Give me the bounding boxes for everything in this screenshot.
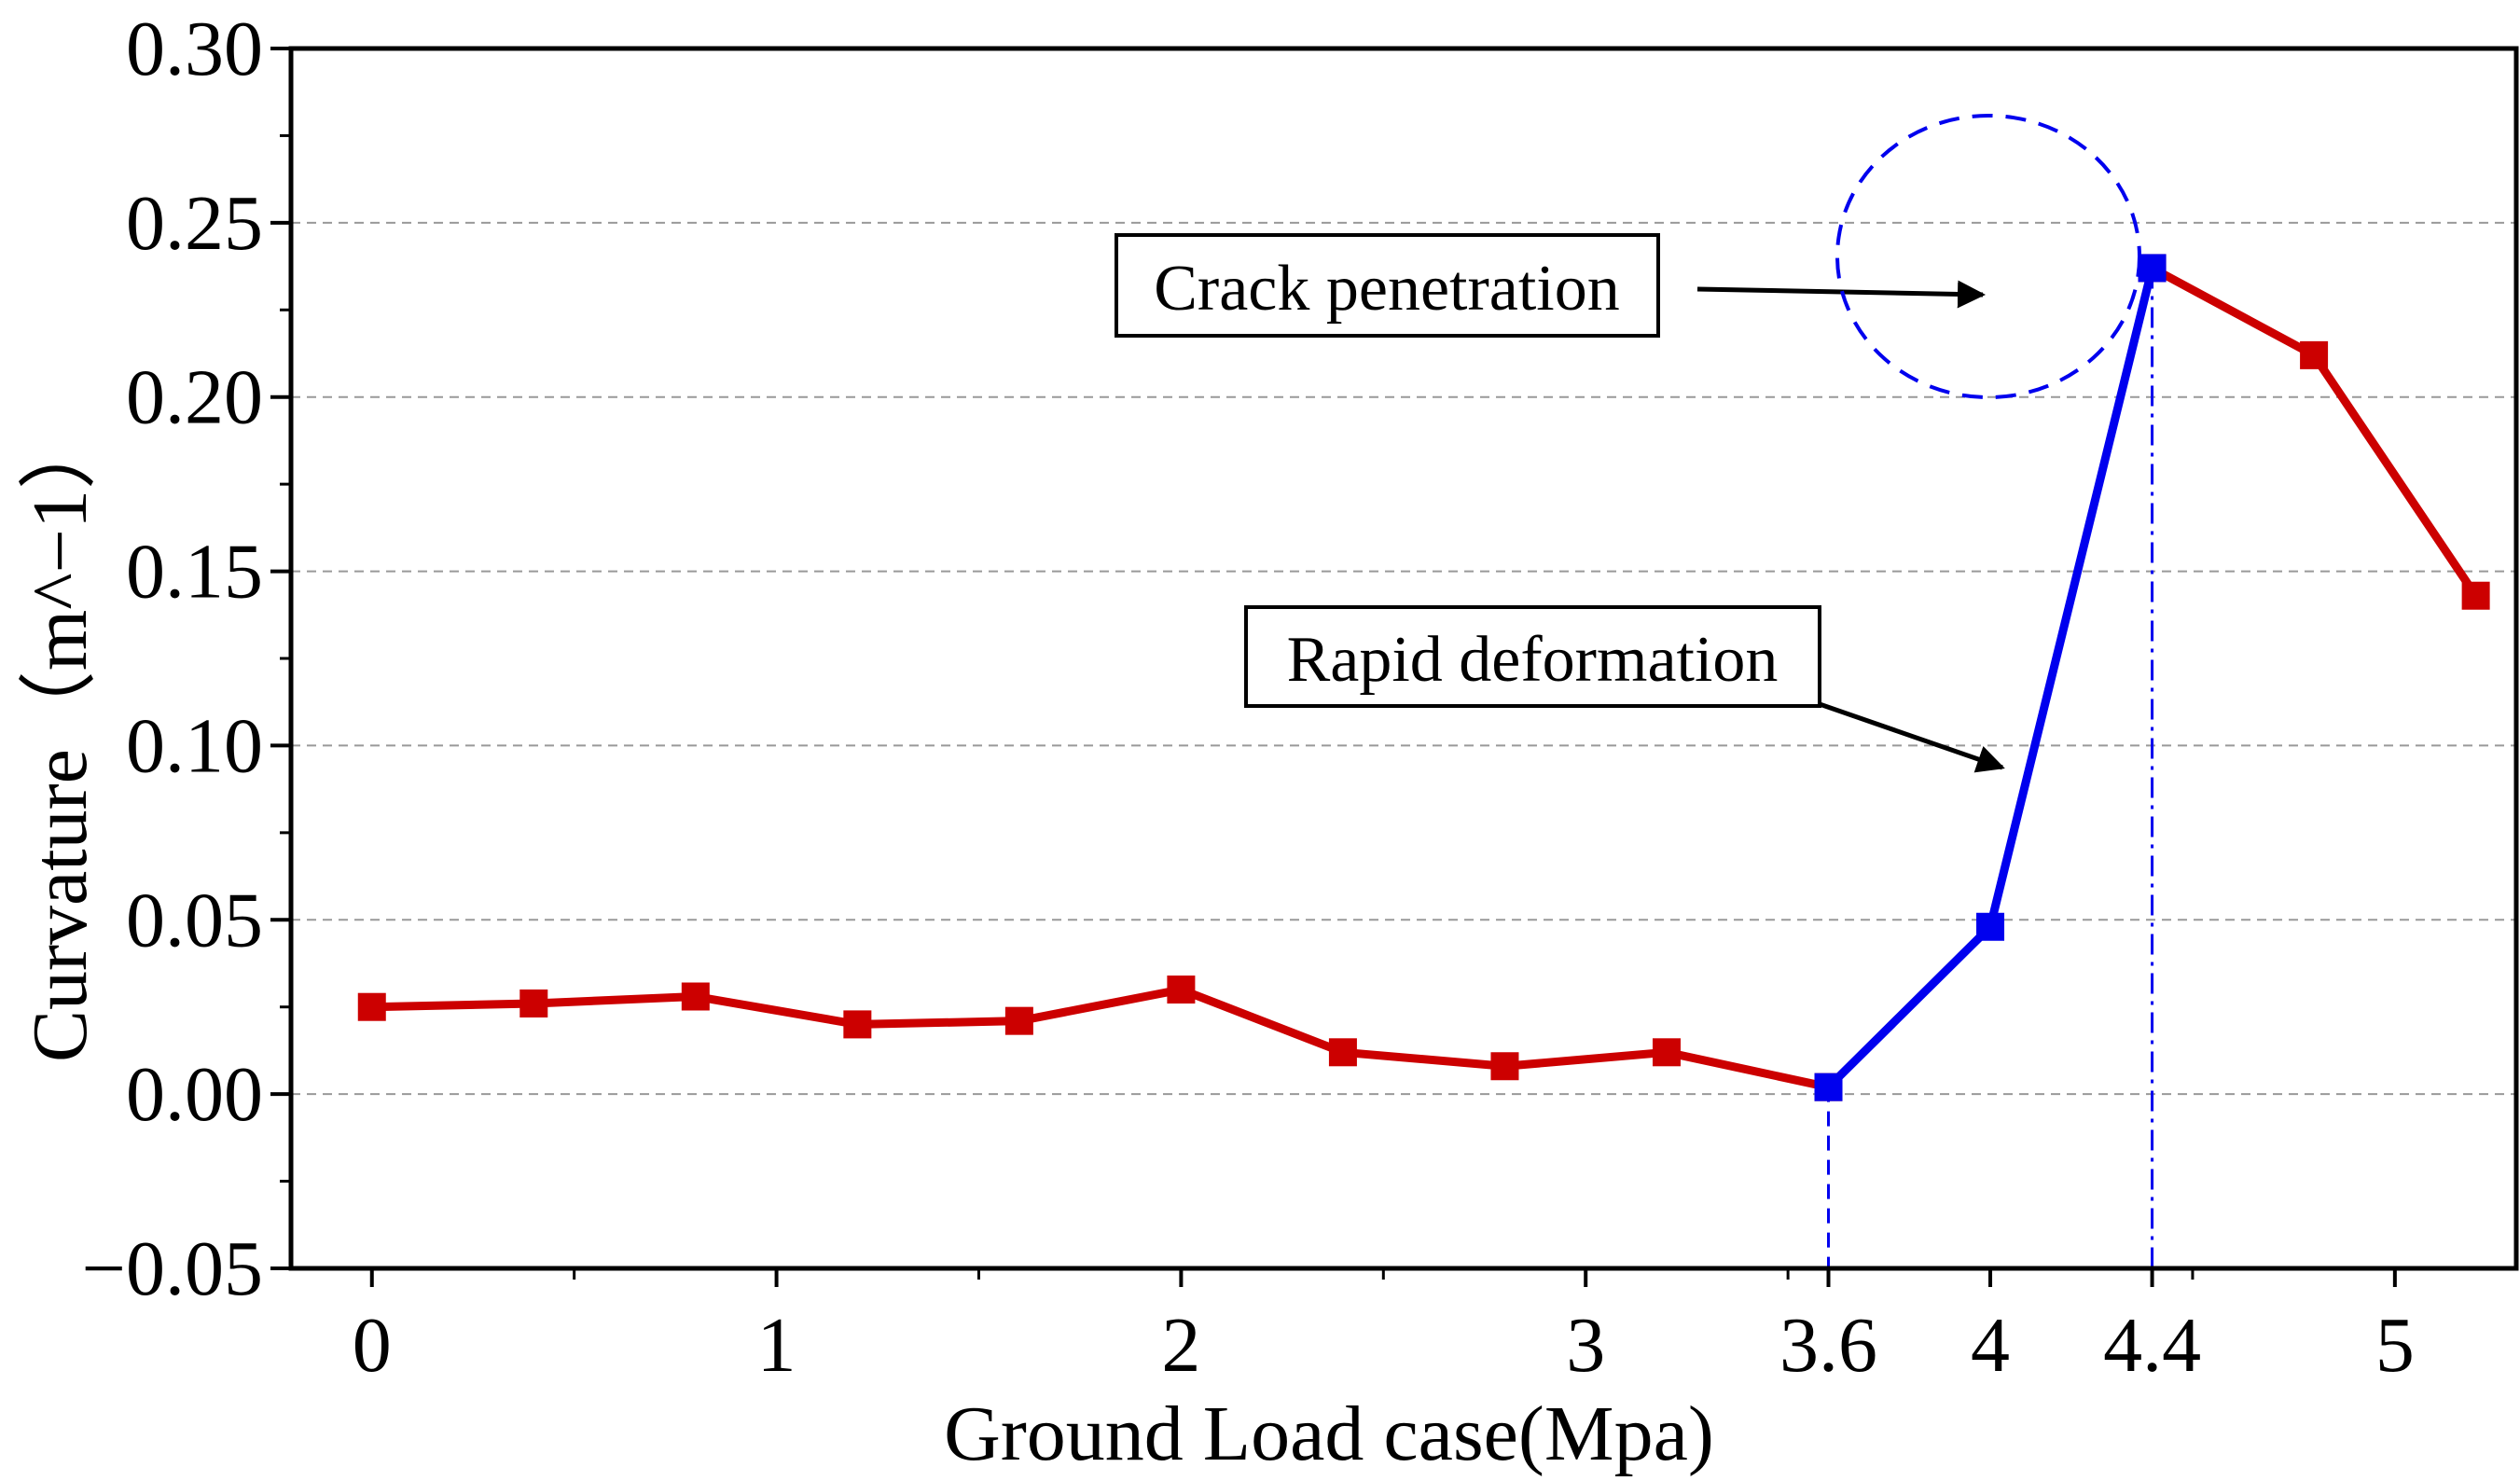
data-point (2138, 254, 2167, 283)
y-tick-label: 0.05 (126, 877, 263, 963)
series-line-curvature-rapid (1825, 267, 2156, 1090)
y-tick-label: 0.20 (126, 354, 263, 441)
y-tick-label: 0.30 (126, 6, 263, 92)
x-tick-label: 4 (1971, 1302, 2010, 1389)
data-point (1814, 1073, 1843, 1101)
x-tick-label: 2 (1161, 1302, 1200, 1389)
x-tick-label: 5 (2375, 1302, 2415, 1389)
data-points (357, 254, 2490, 1101)
data-point (1004, 1006, 1033, 1035)
series-line-curvature-after (2150, 264, 2480, 599)
crack-penetration-box (1115, 233, 1660, 338)
x-tick-label: 3 (1566, 1302, 1605, 1389)
series-line-curvature-before (371, 985, 1830, 1092)
y-tick-label: 0.10 (126, 702, 263, 789)
data-point (1490, 1052, 1519, 1081)
guide-lines (1827, 268, 2154, 1268)
data-point (1976, 912, 2005, 941)
axes (270, 46, 2519, 1287)
x-axis-title: Ground Load case(Mpa) (944, 1391, 1714, 1477)
crack-penetration-arrow (1696, 280, 1986, 309)
x-tick-label: 3.6 (1779, 1302, 1877, 1389)
data-point (843, 1010, 872, 1039)
rapid-deformation-arrow (1819, 701, 2005, 773)
data-point (519, 989, 548, 1017)
crack-penetration-label: Crack penetration (1154, 253, 1620, 325)
data-point (2300, 340, 2329, 369)
x-tick-label: 1 (757, 1302, 796, 1389)
y-tick-label: 0.15 (126, 529, 263, 616)
x-tick-label: 4.4 (2103, 1302, 2201, 1389)
grid-lines (291, 221, 2516, 1096)
y-tick-label: 0.00 (126, 1051, 263, 1138)
rapid-deformation-label: Rapid deformation (1287, 624, 1779, 696)
y-tick-label: 0.25 (126, 180, 263, 267)
crack-penetration-annotation: Crack penetration (1115, 233, 1986, 338)
data-point (1167, 976, 1196, 1004)
data-point (357, 992, 386, 1021)
data-point (681, 982, 710, 1011)
x-tick-label: 0 (353, 1302, 392, 1389)
data-point (1652, 1038, 1681, 1067)
data-point (2461, 581, 2490, 610)
y-tick-label: −0.05 (82, 1225, 263, 1312)
data-point (1328, 1038, 1357, 1067)
rapid-deformation-box (1244, 605, 1821, 708)
y-axis-title: Curvature（m^−1） (17, 411, 104, 1062)
rapid-deformation-annotation: Rapid deformation (1244, 605, 2005, 773)
peak-highlight-circle (1835, 114, 2141, 399)
tick-labels: −0.05 0.00 0.05 0.10 0.15 0.20 0.25 0.30 0 1 2 3 3.6… (82, 6, 2415, 1389)
